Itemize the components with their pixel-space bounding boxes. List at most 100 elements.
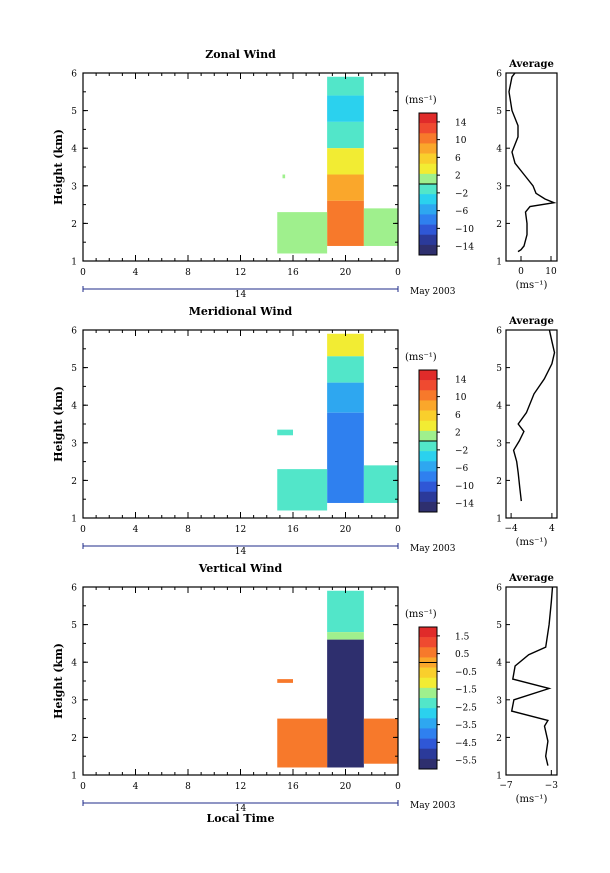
colorbar-swatch (419, 153, 437, 165)
average-x-tick-label: −7 (499, 781, 513, 791)
colorbar-swatch (419, 481, 437, 493)
average-y-tick-label: 2 (496, 734, 502, 744)
heatmap-cell (327, 412, 364, 503)
colorbar-swatch (419, 204, 437, 215)
y-tick-label: 3 (71, 182, 77, 192)
heatmap-cell (363, 465, 398, 503)
heatmap-cell (277, 469, 328, 511)
colorbar-tick-label: 14 (455, 118, 467, 128)
colorbar-swatch (419, 214, 437, 225)
colorbar-swatch (419, 471, 437, 482)
colorbar-tick-label: −6 (455, 207, 469, 217)
x-tick-label: 20 (340, 782, 352, 792)
average-y-tick-label: 6 (496, 584, 502, 594)
colorbar-swatch (419, 370, 437, 381)
colorbar-swatch (419, 708, 437, 719)
colorbar-unit: (ms⁻¹) (405, 95, 437, 106)
average-x-tick-label: 0 (518, 267, 524, 277)
colorbar-tick-label: −4.5 (455, 739, 477, 749)
colorbar-swatch (419, 441, 437, 452)
panel-title: Zonal Wind (205, 48, 276, 61)
colorbar-swatch (419, 491, 437, 503)
y-tick-label: 1 (71, 258, 77, 268)
y-axis-label: Height (km) (52, 643, 65, 719)
x-tick-label: 0 (80, 268, 86, 278)
average-profile-line (510, 586, 554, 766)
colorbar-swatch (419, 461, 437, 472)
y-tick-label: 6 (71, 327, 77, 337)
heatmap-cell (327, 590, 364, 633)
colorbar-swatch (419, 738, 437, 750)
colorbar-tick-label: −1.5 (455, 686, 477, 696)
y-tick-label: 5 (71, 364, 77, 374)
y-tick-label: 1 (71, 772, 77, 782)
y-tick-label: 4 (71, 659, 77, 669)
heatmap-cell (363, 208, 398, 246)
colorbar-tick-label: −6 (455, 464, 469, 474)
y-tick-label: 5 (71, 621, 77, 631)
average-x-tick-label: 10 (545, 267, 557, 277)
colorbar-swatch (419, 173, 437, 185)
x-tick-label: 20 (340, 525, 352, 535)
heatmap-cell (282, 174, 286, 179)
colorbar-tick-label: 2 (455, 429, 461, 439)
average-y-tick-label: 5 (496, 107, 502, 117)
colorbar-swatch (419, 390, 437, 401)
heatmap-cell (277, 718, 328, 768)
colorbar-tick-label: 10 (455, 393, 467, 403)
colorbar-swatch (419, 687, 437, 699)
colorbar-swatch (419, 163, 437, 175)
heatmap-cell (363, 718, 398, 764)
average-y-tick-label: 4 (496, 145, 502, 155)
colorbar-tick-label: −2 (455, 189, 468, 199)
colorbar-tick-label: −0.5 (455, 668, 477, 678)
heatmap-cell (277, 679, 293, 683)
colorbar-tick-label: 1.5 (455, 632, 470, 642)
day-label: 14 (235, 547, 247, 557)
average-y-tick-label: 5 (496, 364, 502, 374)
colorbar-swatch (419, 501, 437, 513)
heatmap-cell (327, 148, 364, 175)
average-y-tick-label: 5 (496, 621, 502, 631)
colorbar-swatch (419, 677, 437, 689)
panel-title: Meridional Wind (189, 305, 293, 318)
colorbar-swatch (419, 143, 437, 154)
colorbar-swatch (419, 380, 437, 391)
heatmap-cell (327, 200, 364, 246)
x-tick-label: 4 (133, 782, 139, 792)
heatmap-cell (327, 356, 364, 383)
x-tick-label: 4 (133, 525, 139, 535)
average-title: Average (508, 59, 554, 70)
panel-title: Vertical Wind (198, 562, 283, 575)
colorbar-tick-label: 6 (455, 154, 461, 164)
average-frame (505, 72, 558, 262)
y-tick-label: 5 (71, 107, 77, 117)
heatmap-cell (327, 95, 364, 122)
average-title: Average (508, 316, 554, 327)
average-y-tick-label: 4 (496, 402, 502, 412)
colorbar-swatch (419, 637, 437, 648)
day-label: 14 (235, 804, 247, 814)
x-tick-label: 0 (395, 525, 401, 535)
colorbar-swatch (419, 184, 437, 195)
y-axis-label: Height (km) (52, 129, 65, 205)
average-profile-line (512, 329, 556, 502)
colorbar-unit: (ms⁻¹) (405, 609, 437, 620)
colorbar-swatch (419, 758, 437, 770)
colorbar-swatch (419, 244, 437, 256)
heatmap-cell (327, 639, 364, 768)
x-tick-label: 4 (133, 268, 139, 278)
colorbar-tick-label: −10 (455, 225, 474, 235)
x-tick-label: 0 (395, 782, 401, 792)
colorbar-tick-label: 10 (455, 136, 467, 146)
colorbar-tick-label: 6 (455, 411, 461, 421)
date-label: May 2003 (410, 544, 456, 554)
heatmap-cell (327, 121, 364, 149)
average-y-tick-label: 6 (496, 70, 502, 80)
average-x-tick-label: −3 (545, 781, 559, 791)
average-profile-line (508, 72, 557, 253)
average-y-tick-label: 2 (496, 477, 502, 487)
colorbar-tick-label: −14 (455, 500, 474, 510)
